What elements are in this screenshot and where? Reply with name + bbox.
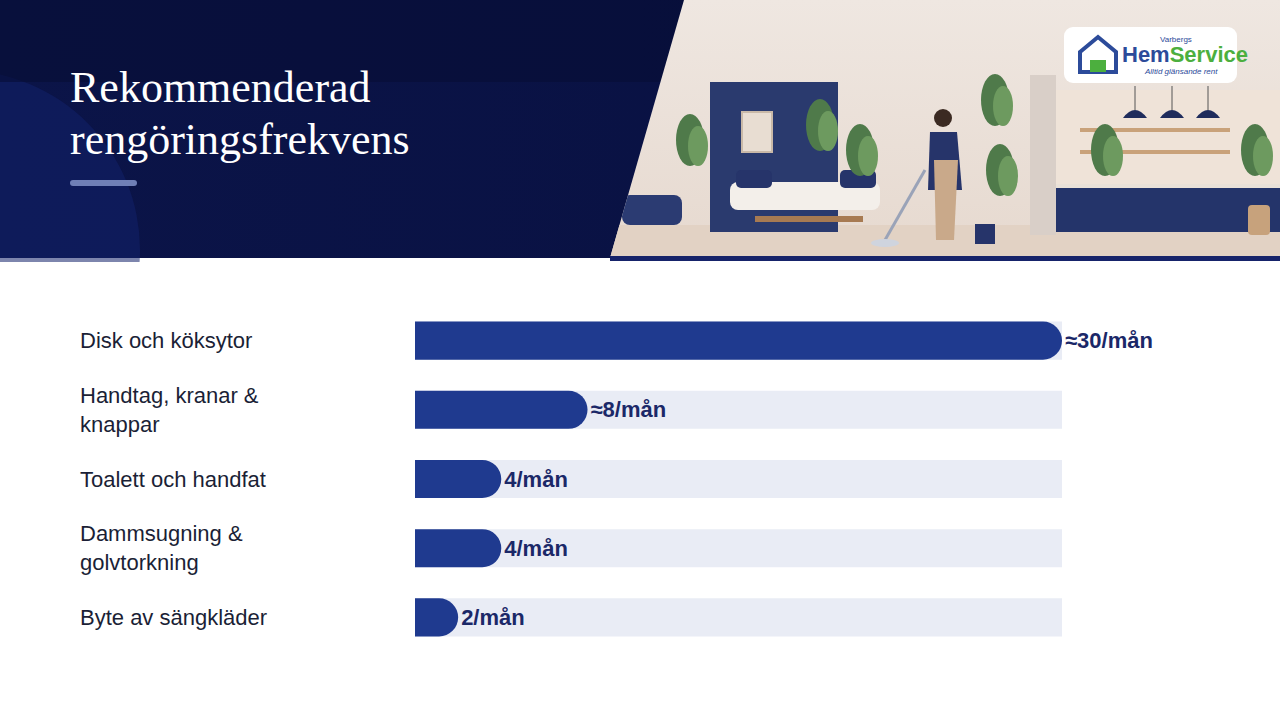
svg-text:Handtag, kranar &knappar: Handtag, kranar &knappar bbox=[80, 383, 259, 437]
svg-text:HemService: HemService bbox=[1122, 42, 1248, 67]
svg-text:Varbergs: Varbergs bbox=[1160, 35, 1192, 44]
svg-text:Dammsugning &golvtorkning: Dammsugning &golvtorkning bbox=[80, 521, 243, 575]
svg-text:2/mån: 2/mån bbox=[461, 605, 525, 630]
svg-text:4/mån: 4/mån bbox=[504, 467, 568, 492]
svg-text:4/mån: 4/mån bbox=[504, 536, 568, 561]
svg-text:Toalett och handfat: Toalett och handfat bbox=[80, 467, 266, 492]
svg-text:Byte av sängkläder: Byte av sängkläder bbox=[80, 605, 267, 630]
svg-text:Rekommenderadrengöringsfrekven: Rekommenderadrengöringsfrekvens bbox=[70, 63, 410, 164]
svg-text:≈30/mån: ≈30/mån bbox=[1065, 328, 1153, 353]
svg-text:Disk och köksytor: Disk och köksytor bbox=[80, 328, 252, 353]
svg-text:Alltid glänsande rent: Alltid glänsande rent bbox=[1144, 67, 1218, 76]
svg-text:≈8/mån: ≈8/mån bbox=[591, 397, 667, 422]
